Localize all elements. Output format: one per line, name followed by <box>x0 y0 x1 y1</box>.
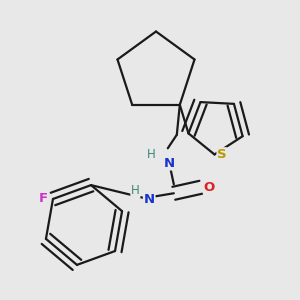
Text: S: S <box>217 148 227 161</box>
Text: N: N <box>144 193 155 206</box>
Text: N: N <box>164 157 175 170</box>
Text: F: F <box>39 193 48 206</box>
Text: H: H <box>131 184 140 197</box>
Text: O: O <box>204 181 215 194</box>
Text: H: H <box>147 148 156 161</box>
